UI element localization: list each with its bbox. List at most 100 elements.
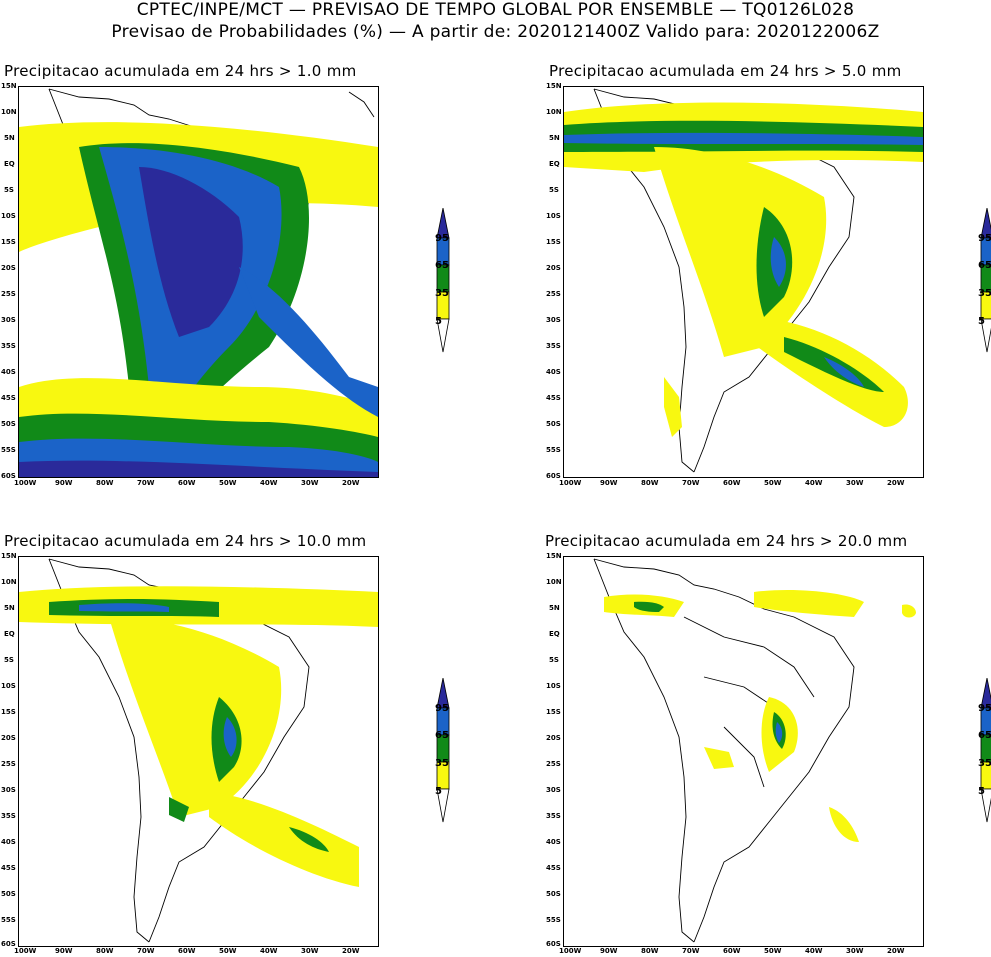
lat-label: 40S (546, 838, 561, 846)
lon-label: 90W (55, 947, 73, 955)
lat-label: 35S (1, 812, 16, 820)
lat-label: 5N (549, 604, 560, 612)
lat-label: 35S (1, 342, 16, 350)
lat-label: 55S (546, 916, 561, 924)
colorbar-label: 65 (978, 260, 991, 271)
lat-label: 15S (546, 238, 561, 246)
lat-label: 30S (1, 786, 16, 794)
lat-label: 10S (546, 682, 561, 690)
lon-label: 50W (764, 479, 782, 487)
lon-label: 70W (137, 479, 155, 487)
lon-label: 70W (137, 947, 155, 955)
colorbar-graphic (980, 678, 991, 823)
lat-label: 5N (549, 134, 560, 142)
lat-label: 20S (546, 264, 561, 272)
lat-label: 60S (1, 472, 16, 480)
lat-label: 35S (546, 812, 561, 820)
prob-fields (19, 122, 378, 477)
prob-fields (19, 586, 378, 887)
colorbar-label: 65 (435, 730, 449, 741)
lon-label: 50W (219, 947, 237, 955)
lat-label: EQ (4, 630, 15, 638)
land-outline (593, 558, 855, 943)
lat-label: 50S (1, 420, 16, 428)
lon-label: 90W (600, 479, 618, 487)
lat-label: 5S (4, 656, 14, 664)
lat-label: EQ (549, 630, 560, 638)
lat-label: 15S (1, 238, 16, 246)
map-frame (18, 86, 379, 478)
lat-label: 45S (1, 394, 16, 402)
panel-title: Precipitacao acumulada em 24 hrs > 1.0 m… (4, 62, 357, 80)
lon-label: 60W (178, 479, 196, 487)
colorbar-label: 5 (435, 786, 442, 797)
lat-label: 60S (546, 940, 561, 948)
colorbar-label: 35 (978, 758, 991, 769)
lon-label: 50W (219, 479, 237, 487)
lon-label: 30W (301, 947, 319, 955)
lat-label: EQ (549, 160, 560, 168)
lat-label: 10S (1, 682, 16, 690)
lon-label: 30W (846, 479, 864, 487)
lat-label: 10S (546, 212, 561, 220)
lat-label: 30S (546, 316, 561, 324)
panel-title: Precipitacao acumulada em 24 hrs > 20.0 … (545, 532, 908, 550)
lat-label: 40S (1, 838, 16, 846)
panel-title: Precipitacao acumulada em 24 hrs > 10.0 … (4, 532, 367, 550)
colorbar-label: 65 (978, 730, 991, 741)
lon-label: 20W (342, 947, 360, 955)
lon-label: 40W (260, 479, 278, 487)
lat-label: 50S (546, 420, 561, 428)
lat-label: 30S (546, 786, 561, 794)
panel-title: Precipitacao acumulada em 24 hrs > 5.0 m… (549, 62, 902, 80)
lon-label: 20W (342, 479, 360, 487)
lon-label: 80W (96, 947, 114, 955)
colorbar-label: 95 (978, 233, 991, 244)
lat-label: 10N (1, 578, 17, 586)
lat-label: 5S (549, 656, 559, 664)
lat-label: 15N (1, 82, 17, 90)
lon-label: 100W (559, 947, 582, 955)
colorbar-label: 5 (978, 316, 985, 327)
probability-map (593, 558, 916, 943)
lon-label: 60W (723, 947, 741, 955)
lon-label: 20W (887, 479, 905, 487)
lon-label: 80W (96, 479, 114, 487)
lon-label: 80W (641, 947, 659, 955)
lat-label: 20S (546, 734, 561, 742)
prob-fields (604, 590, 916, 842)
colorbar-graphic (436, 678, 450, 823)
probability-map (19, 88, 378, 477)
lat-label: 55S (1, 916, 16, 924)
lat-label: 25S (546, 760, 561, 768)
colorbar-label: 95 (435, 233, 449, 244)
lat-label: 60S (546, 472, 561, 480)
colorbar-label: 95 (978, 703, 991, 714)
lat-label: EQ (4, 160, 15, 168)
colorbar-label: 5 (978, 786, 985, 797)
lat-label: 10N (1, 108, 17, 116)
lat-label: 50S (1, 890, 16, 898)
lat-label: 55S (546, 446, 561, 454)
colorbar-graphic (980, 208, 991, 353)
lon-label: 80W (641, 479, 659, 487)
lat-label: 15N (1, 552, 17, 560)
lat-label: 10S (1, 212, 16, 220)
lon-label: 50W (764, 947, 782, 955)
lat-label: 5N (4, 604, 15, 612)
lat-label: 10N (546, 578, 562, 586)
lat-label: 10N (546, 108, 562, 116)
lon-label: 90W (600, 947, 618, 955)
lat-label: 20S (1, 734, 16, 742)
lon-label: 100W (14, 479, 37, 487)
lat-label: 5N (4, 134, 15, 142)
colorbar-label: 35 (435, 758, 449, 769)
lat-label: 45S (546, 864, 561, 872)
probability-map (564, 88, 923, 473)
prob-fields (564, 102, 923, 437)
map-frame (563, 556, 924, 947)
lon-label: 70W (682, 479, 700, 487)
lat-label: 40S (1, 368, 16, 376)
lat-label: 45S (1, 864, 16, 872)
lon-label: 60W (178, 947, 196, 955)
